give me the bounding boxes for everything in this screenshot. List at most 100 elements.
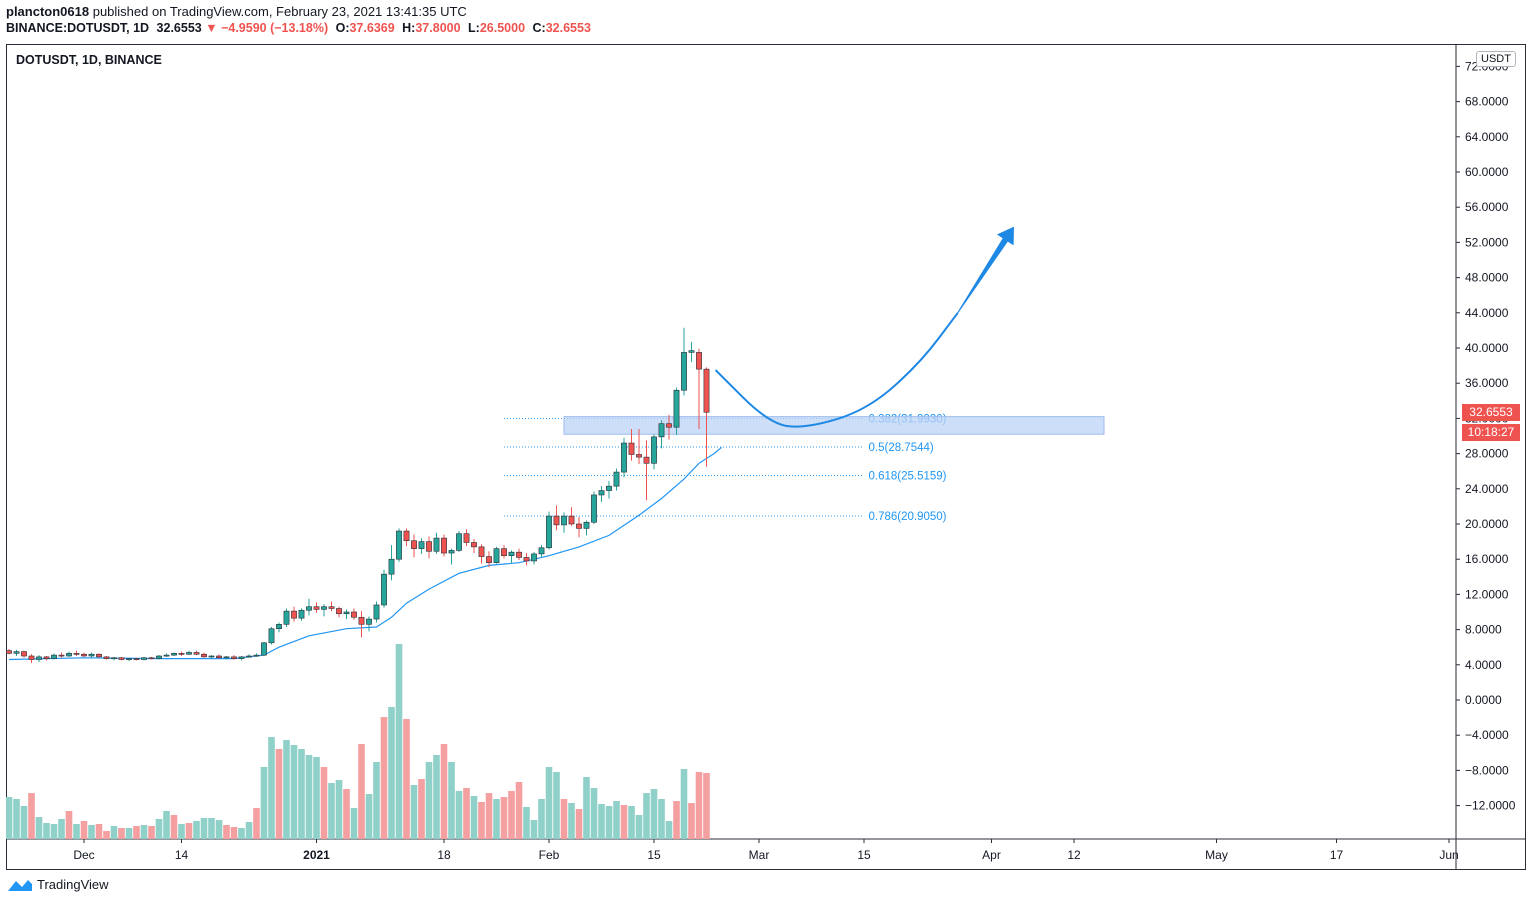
candle-body — [298, 609, 305, 619]
volume-bar — [358, 744, 365, 839]
candle-body — [598, 490, 605, 496]
candle-body — [366, 618, 372, 625]
volume-bar — [410, 785, 418, 839]
y-tick-label: 48.0000 — [1465, 271, 1509, 285]
high-value: 37.8000 — [415, 21, 461, 35]
volume-bar — [125, 828, 133, 839]
candle-body — [388, 558, 395, 575]
volume-bar — [148, 826, 155, 839]
candle-body — [231, 656, 237, 659]
candle-body — [666, 423, 672, 428]
volume-bar — [643, 793, 650, 839]
footer-brand[interactable]: TradingView — [7, 877, 109, 892]
candle-body — [643, 456, 650, 464]
candle-body — [58, 654, 65, 657]
volume-bar — [118, 828, 125, 839]
candle-body — [403, 530, 410, 542]
candle-body — [28, 655, 35, 660]
candle-body — [478, 546, 485, 557]
candle-body — [193, 652, 200, 655]
candle-body — [396, 530, 402, 560]
volume-bar — [575, 809, 583, 839]
candle-body — [613, 471, 620, 487]
volume-bar — [28, 793, 35, 839]
volume-bar — [440, 744, 448, 839]
candle-body — [636, 454, 642, 458]
volume-bar — [110, 826, 118, 839]
volume-bar — [478, 802, 485, 839]
candle-body — [216, 655, 222, 659]
candle-body — [471, 542, 477, 548]
volume-bar — [185, 823, 193, 839]
volume-bar — [335, 780, 343, 839]
volume-bar — [568, 803, 575, 839]
chart-symbol-label: DOTUSDT, 1D, BINANCE — [16, 53, 162, 67]
volume-bar — [455, 791, 463, 839]
volume-bar — [35, 817, 43, 839]
candle-body — [276, 624, 282, 630]
volume-bar — [538, 799, 545, 839]
volume-bar — [553, 772, 560, 839]
volume-bar — [140, 825, 148, 839]
volume-bar — [20, 806, 28, 839]
x-tick-label: 12 — [1067, 848, 1081, 862]
x-tick-label: Jun — [1439, 848, 1458, 862]
candle-body — [171, 653, 177, 656]
volume-bar — [665, 821, 673, 839]
y-tick-label: 52.0000 — [1465, 235, 1509, 249]
volume-bar — [433, 755, 440, 839]
candle-body — [426, 541, 432, 552]
candle-body — [223, 656, 230, 659]
candle-body — [253, 654, 260, 657]
candle-body — [583, 521, 590, 529]
volume-bar — [103, 831, 110, 839]
price-chart[interactable]: −12.0000 −8.0000 −4.0000 0.0000 4.0000 8.0000… — [6, 44, 1526, 870]
volume-bar — [680, 769, 688, 839]
candle-body — [103, 656, 110, 659]
volume-bar — [425, 762, 433, 839]
volume-bar — [208, 818, 215, 839]
candle-body — [118, 657, 125, 660]
volume-bar — [290, 745, 298, 839]
fib-level-label: 0.618(25.5159) — [869, 470, 947, 482]
candle-body — [501, 548, 507, 556]
volume-bar — [13, 799, 20, 839]
y-tick-label: 28.0000 — [1465, 447, 1509, 461]
last-price: 32.6553 — [156, 21, 202, 35]
candle-body — [606, 485, 612, 491]
candle-body — [208, 655, 215, 658]
currency-button[interactable]: USDT — [1476, 51, 1516, 67]
y-tick-label: 68.0000 — [1465, 95, 1509, 109]
candle-body — [111, 657, 117, 660]
volume-bar — [155, 819, 163, 839]
candle-body — [688, 350, 695, 353]
candle-body — [328, 606, 335, 609]
candle-body — [321, 606, 327, 610]
volume-bar — [448, 762, 455, 839]
candle-body — [201, 653, 207, 658]
candle-body — [358, 616, 365, 625]
volume-bar — [485, 793, 493, 839]
volume-bar — [583, 777, 590, 839]
candle-body — [36, 656, 42, 660]
volume-bar — [238, 828, 245, 839]
close-label: C: — [532, 21, 546, 35]
volume-bar — [605, 806, 613, 839]
close-value: 32.6553 — [545, 21, 591, 35]
candle-body — [546, 515, 552, 549]
last-price-tag: 32.6553 — [1462, 404, 1520, 421]
volume-bar — [170, 815, 178, 839]
candle-body — [486, 556, 492, 564]
low-value: 26.5000 — [479, 21, 526, 35]
volume-bar — [43, 823, 50, 839]
candle-body — [538, 547, 545, 555]
volume-bar — [590, 788, 598, 839]
author-name[interactable]: plancton0618 — [6, 4, 90, 19]
candle-body — [411, 540, 417, 549]
open-value: 37.6369 — [349, 21, 395, 35]
volume-bar — [695, 772, 703, 839]
y-tick-label: 12.0000 — [1465, 587, 1509, 601]
footer-brand-text: TradingView — [37, 877, 109, 892]
low-label: L: — [468, 21, 480, 35]
y-tick-label: 64.0000 — [1465, 130, 1509, 144]
